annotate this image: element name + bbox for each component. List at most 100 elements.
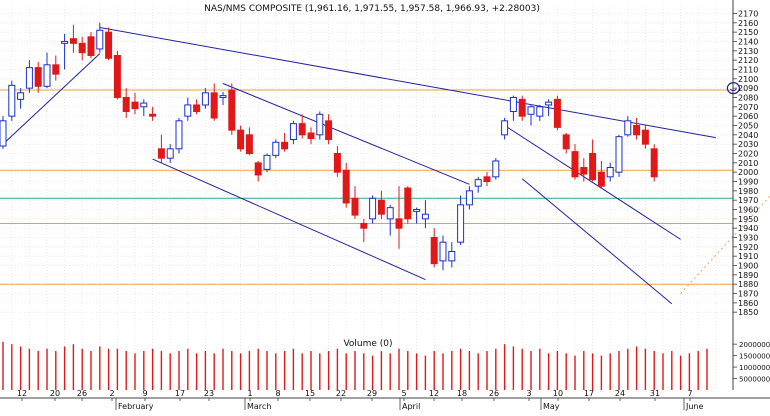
x-date-label: 22 [336, 389, 346, 398]
candle-up [61, 34, 69, 70]
candle-up [272, 139, 280, 159]
candle-body [439, 241, 447, 262]
candle-down [52, 55, 60, 81]
candle-body [571, 151, 579, 178]
candle-down [395, 186, 403, 249]
candle-down [210, 83, 218, 121]
x-date-label: 3 [526, 389, 531, 398]
candle-body [518, 98, 526, 117]
candle-up [175, 118, 183, 154]
candle-body [448, 251, 456, 262]
volume-tick-label: 10000000 [739, 364, 770, 372]
candle-body [289, 123, 297, 140]
x-date-label: 29 [367, 389, 377, 398]
candle-body [615, 136, 623, 173]
candle-down [650, 144, 658, 182]
candle-body [501, 120, 509, 136]
y-tick-label: 1860 [738, 299, 758, 308]
candle-body [641, 129, 649, 145]
candle-down [325, 114, 333, 145]
y-tick-label: 2080 [738, 93, 758, 102]
candle-body [43, 64, 51, 87]
candle-up [43, 52, 51, 89]
candle-body [421, 213, 429, 220]
candle-body [606, 167, 614, 178]
candle-down [69, 24, 77, 53]
y-tick-label: 1870 [738, 290, 758, 299]
volume-layer [2, 341, 708, 390]
y-tick-label: 2000 [738, 168, 758, 177]
candle-body [536, 106, 544, 117]
candle-down [360, 218, 368, 243]
candle-body [52, 64, 60, 75]
candle-up [201, 88, 209, 109]
y-tick-label: 2150 [738, 28, 758, 37]
candle-down [193, 99, 201, 115]
candle-body [492, 160, 500, 178]
candle-body [589, 152, 597, 181]
candle-up [474, 176, 482, 193]
candle-body [395, 218, 403, 229]
volume-tick-label: 5000000 [739, 376, 770, 384]
candle-body [307, 132, 315, 140]
candle-up [615, 134, 623, 177]
candle-down [333, 146, 341, 177]
y-tick-label: 1900 [738, 262, 758, 271]
candle-body [245, 134, 253, 154]
candle-body [633, 124, 641, 136]
candle-up [17, 88, 25, 109]
candle-down [298, 114, 306, 139]
candle-up [166, 144, 174, 163]
candle-down [404, 186, 412, 224]
candle-down [281, 132, 289, 152]
trendline [504, 125, 681, 240]
y-tick-label: 1890 [738, 271, 758, 280]
trendline [99, 26, 716, 139]
volume-tick-label: 20000000 [739, 341, 770, 349]
candle-body [131, 101, 139, 110]
candle-body [210, 92, 218, 119]
y-tick-label: 2140 [738, 37, 758, 46]
candle-body [17, 92, 25, 100]
y-tick-label: 1930 [738, 234, 758, 243]
candle-body [298, 123, 306, 136]
candles-layer [0, 22, 658, 271]
x-date-label: 9 [142, 389, 147, 398]
candle-up [501, 118, 509, 140]
candle-body [580, 167, 588, 175]
candle-up [439, 235, 447, 271]
candle-down [633, 118, 641, 140]
candle-down [113, 50, 121, 100]
candle-down [307, 127, 315, 145]
candle-down [571, 144, 579, 180]
candle-up [509, 95, 517, 121]
candle-up [465, 186, 473, 210]
candle-up [545, 99, 553, 117]
candle-body [61, 40, 69, 44]
x-date-label: 17 [175, 389, 185, 398]
candle-body [553, 98, 561, 128]
candle-up [606, 162, 614, 182]
x-date-label: 23 [204, 389, 214, 398]
candle-body [219, 95, 227, 98]
x-date-label: 10 [553, 389, 563, 398]
candle-body [184, 104, 192, 117]
candle-down [342, 162, 350, 208]
candle-up [386, 204, 394, 236]
candle-down [580, 158, 588, 182]
candle-body [545, 101, 553, 106]
y-tick-label: 2020 [738, 149, 758, 158]
candle-body [140, 102, 148, 108]
x-date-label: 12 [429, 389, 439, 398]
y-tick-label: 1960 [738, 206, 758, 215]
candle-body [404, 187, 412, 220]
candle-body [272, 141, 280, 156]
candle-body [201, 92, 209, 106]
candle-body [650, 148, 658, 178]
candle-body [34, 67, 42, 87]
candle-down [641, 125, 649, 149]
candle-body [509, 96, 517, 112]
candle-body [333, 152, 341, 173]
